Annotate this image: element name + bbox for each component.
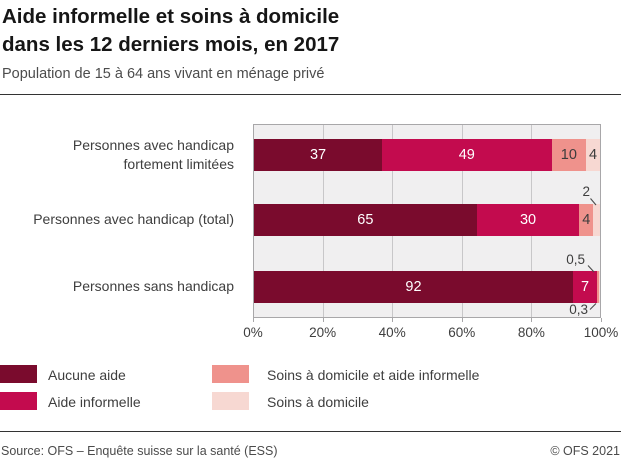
segment-soins-et-aide: 4	[579, 204, 594, 236]
tick-label-40: 40%	[378, 325, 406, 340]
legend-label-soins-domicile: Soins à domicile	[267, 394, 369, 410]
value-label: 7	[581, 279, 590, 295]
segment-aide-informelle: 7	[572, 271, 598, 303]
footer-copyright: © OFS 2021	[550, 444, 620, 458]
value-label: 30	[519, 212, 537, 228]
header-divider	[0, 94, 621, 95]
category-label-handicap-fort: Personnes avec handicap fortement limité…	[72, 137, 234, 172]
segment-soins-et-aide: 10	[551, 139, 587, 171]
legend-swatch-soins-domicile	[212, 392, 249, 410]
legend-label-soins-et-aide: Soins à domicile et aide informelle	[267, 367, 480, 383]
segment-soins-domicile: 4	[586, 139, 600, 171]
bar-sans-handicap: 92 7	[254, 271, 600, 303]
page-subtitle: Population de 15 à 64 ans vivant en ména…	[2, 66, 325, 82]
segment-soins-domicile	[593, 204, 600, 236]
legend-label-aide-informelle: Aide informelle	[48, 394, 141, 410]
legend: Aucune aide Aide informelle Soins à domi…	[0, 360, 621, 416]
legend-label-aucune-aide: Aucune aide	[48, 367, 126, 383]
bar-handicap-total: 65 30 4	[254, 204, 600, 236]
legend-swatch-soins-et-aide	[212, 365, 249, 383]
tick-20	[322, 318, 324, 322]
x-axis: 0% 20% 40% 60% 80% 100%	[243, 318, 618, 344]
bar-handicap-fortement-limitees: 37 49 10 4	[254, 139, 600, 171]
segment-aucune-aide: 65	[254, 204, 477, 236]
segment-soins-et-aide	[597, 271, 599, 303]
value-label: 4	[589, 147, 598, 163]
tick-label-60: 60%	[448, 325, 476, 340]
segment-aucune-aide: 92	[254, 271, 573, 303]
footer-divider	[0, 431, 621, 432]
segment-soins-domicile	[598, 271, 600, 303]
legend-swatch-aucune-aide	[0, 365, 37, 383]
tick-label-0: 0%	[243, 325, 263, 340]
value-label: 37	[309, 147, 327, 163]
segment-aide-informelle: 49	[382, 139, 552, 171]
segment-aide-informelle: 30	[476, 204, 580, 236]
tick-80	[531, 318, 533, 322]
tick-60	[461, 318, 463, 322]
tick-0	[253, 318, 254, 322]
tick-40	[392, 318, 394, 322]
plot-area: 37 49 10 4 65 30 4 92 7 2 0,5 0,3	[253, 124, 601, 318]
segment-aucune-aide: 37	[254, 139, 383, 171]
value-label: 4	[582, 212, 591, 228]
tick-label-20: 20%	[309, 325, 337, 340]
category-axis: Personnes avec handicap fortement limité…	[0, 124, 234, 318]
value-label: 49	[458, 147, 475, 163]
legend-swatch-aide-informelle	[0, 392, 37, 410]
callout-value-0-3: 0,3	[569, 302, 588, 317]
value-label: 65	[357, 212, 374, 228]
tick-100	[601, 318, 602, 322]
tick-label-100: 100%	[583, 325, 619, 340]
category-label-sans-handicap: Personnes sans handicap	[72, 278, 234, 294]
category-label-handicap-total: Personnes avec handicap (total)	[33, 211, 234, 227]
callout-value-0-5: 0,5	[566, 252, 585, 267]
footer-source: Source: OFS – Enquête suisse sur la sant…	[1, 444, 278, 458]
page-title: Aide informelle et soins à domicile dans…	[2, 5, 340, 56]
value-label: 10	[560, 147, 577, 163]
value-label: 92	[405, 279, 422, 295]
tick-label-80: 80%	[517, 325, 545, 340]
callout-value-2: 2	[582, 184, 590, 199]
